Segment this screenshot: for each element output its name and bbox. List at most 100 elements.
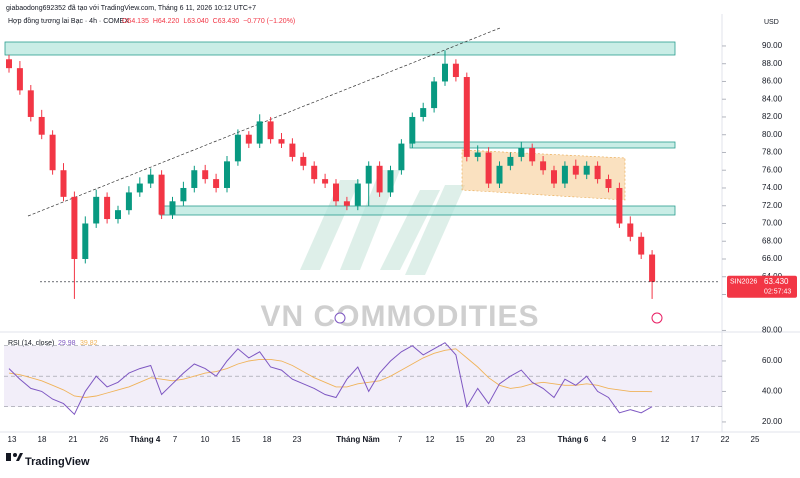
y-tick-label: 20.00	[762, 417, 783, 426]
x-tick-label: Tháng Năm	[336, 435, 380, 444]
candle-body	[311, 165, 318, 180]
y-tick-label: 72.00	[762, 201, 783, 210]
x-tick-label: 21	[69, 435, 78, 444]
candle-body	[158, 174, 165, 215]
y-tick-label: 76.00	[762, 165, 783, 174]
ohlc-legend: O64.135 H64.220 L63.040 C63.430 −0.770 (−1.2…	[122, 18, 295, 25]
price-value: 63.430	[764, 277, 789, 286]
x-tick-label: 13	[8, 435, 17, 444]
candle-body	[594, 165, 601, 180]
brand-logo	[6, 453, 23, 461]
candle-body	[202, 170, 209, 180]
y-tick-label: 80.00	[762, 326, 783, 335]
candle-body	[561, 165, 568, 184]
candle-body	[627, 223, 634, 237]
zone	[409, 141, 676, 149]
candle-body	[398, 143, 405, 171]
ohlc-value: −0.770 (−1.20%)	[243, 18, 295, 25]
candle-body	[322, 179, 329, 184]
candle-body	[420, 108, 427, 117]
credit: giabaodong692352 đã tạo với TradingView.…	[6, 5, 256, 12]
y-tick-label: 40.00	[762, 387, 783, 396]
ohlc-value: L63.040	[183, 18, 208, 25]
y-tick-label: 90.00	[762, 41, 783, 50]
candle-body	[49, 134, 56, 171]
x-tick-label: 17	[691, 435, 700, 444]
candle-body	[234, 134, 241, 162]
y-tick-label: 78.00	[762, 148, 783, 157]
y-tick-label: 66.00	[762, 254, 783, 263]
brand: TradingView	[25, 456, 90, 468]
candle-body	[115, 210, 121, 220]
x-tick-label: 12	[661, 435, 670, 444]
x-tick-label: 15	[232, 435, 241, 444]
rsi-line	[8, 342, 653, 416]
y-tick-label: 60.00	[762, 356, 783, 365]
y-tick-label: 84.00	[762, 94, 783, 103]
zone	[159, 205, 676, 216]
rsi-value: 29.98	[58, 340, 76, 347]
y-tick-label: 86.00	[762, 77, 783, 86]
candle-body	[442, 63, 448, 82]
ohlc-value: H64.220	[153, 18, 180, 25]
x-tick-label: 22	[721, 435, 730, 444]
candle-body	[518, 148, 525, 157]
rsi-line	[8, 348, 653, 398]
candle-body	[638, 236, 645, 255]
candle-body	[474, 152, 481, 157]
x-tick-label: 12	[426, 435, 435, 444]
candle-body	[333, 183, 339, 202]
candle-body	[180, 187, 187, 202]
candle-body	[136, 183, 143, 193]
candle-body	[93, 196, 100, 224]
event-icon[interactable]	[651, 312, 663, 324]
currency: USD	[764, 19, 779, 26]
x-tick-label: 26	[100, 435, 109, 444]
y-tick-label: 68.00	[762, 236, 783, 245]
x-tick-label: Tháng 4	[130, 435, 161, 444]
y-tick-label: 82.00	[762, 112, 783, 121]
candle-body	[82, 223, 89, 259]
x-tick-label: 7	[173, 435, 178, 444]
y-tick-label: 80.00	[762, 130, 783, 139]
candle-body	[147, 174, 154, 184]
x-tick-label: 18	[263, 435, 272, 444]
candle-body	[27, 90, 34, 117]
candle-body	[289, 143, 296, 157]
channel-box	[461, 149, 626, 201]
y-tick-label: 74.00	[762, 183, 783, 192]
candle-body	[507, 156, 514, 166]
rsi-ma-value: 39.82	[80, 340, 98, 347]
price-countdown: 02:57:43	[764, 289, 791, 296]
candle-body	[649, 254, 656, 282]
candle-body	[605, 179, 612, 188]
candle-body	[365, 165, 372, 184]
candle-body	[343, 201, 350, 206]
candle-body	[224, 161, 230, 188]
candle-body	[452, 63, 459, 78]
x-tick-label: 18	[38, 435, 47, 444]
candle-body	[169, 201, 176, 215]
candle-body	[496, 165, 503, 184]
candle-body	[529, 148, 536, 162]
x-tick-label: 9	[632, 435, 637, 444]
candle-body	[267, 121, 274, 140]
candle-body	[6, 59, 12, 69]
ohlc-value: C63.430	[213, 18, 240, 25]
candle-body	[551, 170, 557, 184]
x-tick-label: 20	[486, 435, 495, 444]
price-symbol: SIN2026	[730, 279, 757, 286]
x-tick-label: 15	[456, 435, 465, 444]
candle-body	[245, 134, 252, 144]
ohlc-value: O64.135	[122, 18, 149, 25]
x-tick-label: 23	[293, 435, 302, 444]
candle-body	[540, 161, 547, 171]
candle-body	[60, 170, 67, 197]
x-tick-label: 23	[517, 435, 526, 444]
candle-body	[485, 152, 492, 184]
event-icon[interactable]	[334, 312, 346, 324]
candle-body	[409, 116, 416, 144]
candle-body	[572, 165, 579, 175]
